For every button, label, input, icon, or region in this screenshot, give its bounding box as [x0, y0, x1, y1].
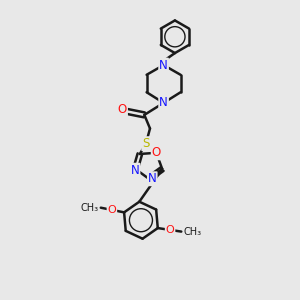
Text: O: O — [107, 205, 116, 215]
Text: CH₃: CH₃ — [80, 203, 98, 213]
Text: O: O — [118, 103, 127, 116]
Text: N: N — [131, 164, 140, 177]
Text: S: S — [142, 137, 150, 150]
Text: N: N — [159, 96, 168, 110]
Text: O: O — [152, 146, 161, 159]
Text: CH₃: CH₃ — [184, 226, 202, 237]
Text: N: N — [159, 58, 168, 72]
Text: N: N — [148, 172, 157, 185]
Text: O: O — [166, 225, 175, 235]
